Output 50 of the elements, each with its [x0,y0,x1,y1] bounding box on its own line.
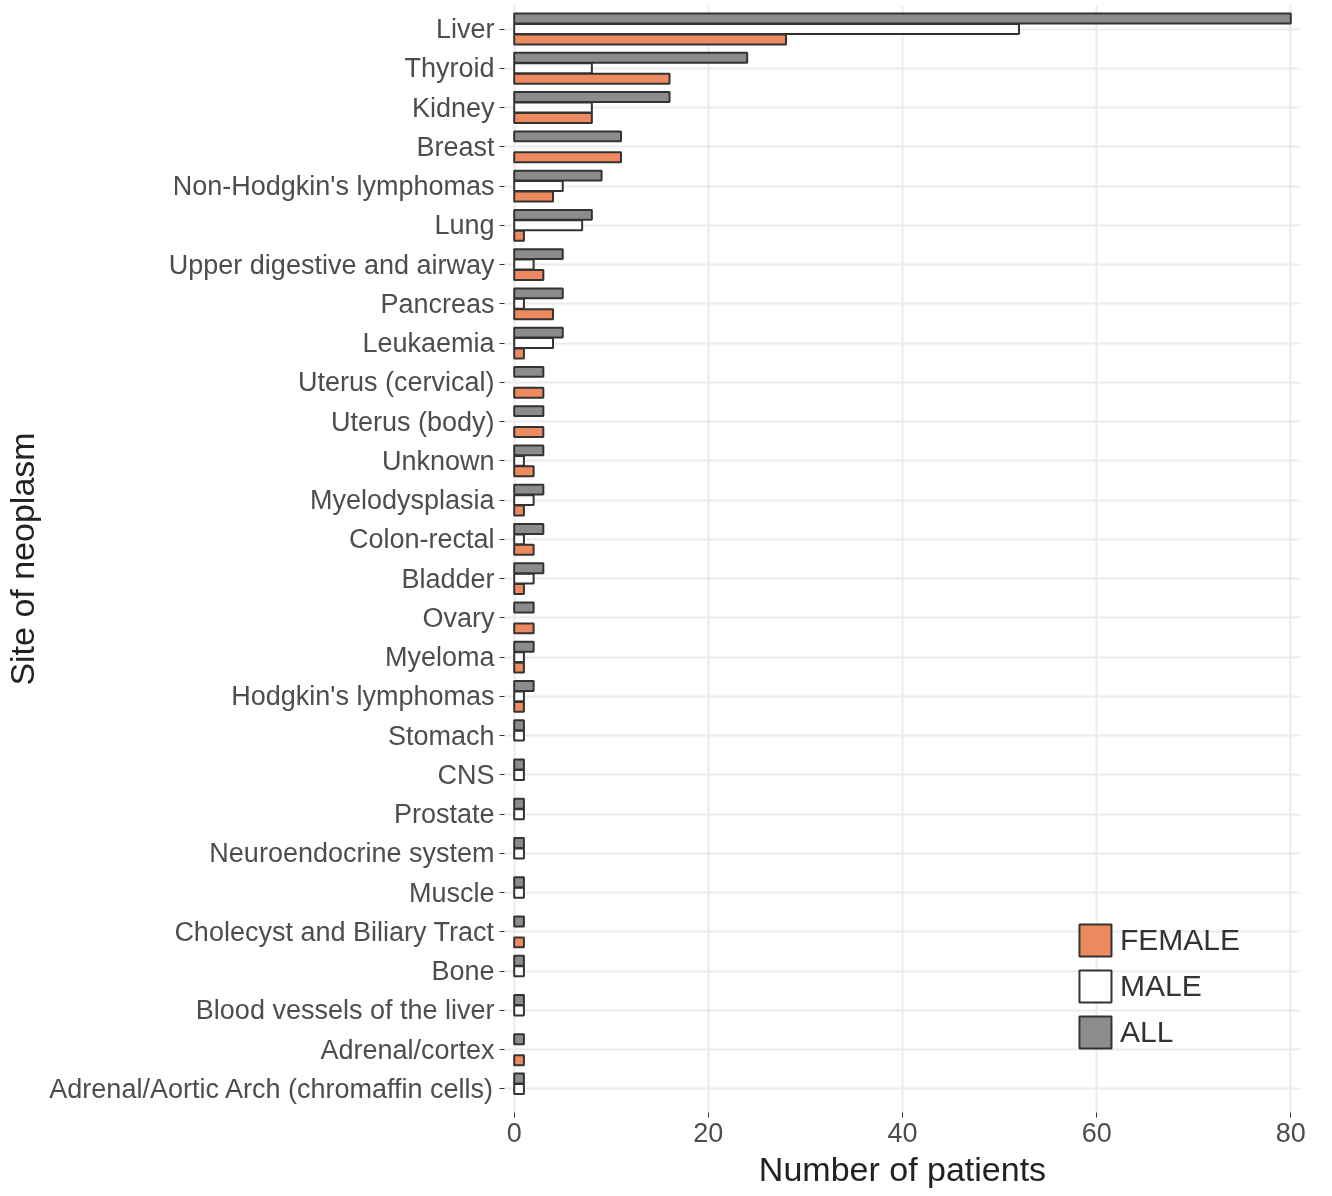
x-tick-label: 80 [1275,1117,1306,1148]
y-tick-label: Non-Hodgkin's lymphomas [172,171,495,202]
bar [513,915,525,928]
x-tick-label: 40 [887,1117,918,1148]
legend-label: ALL [1119,1015,1174,1049]
bar [513,936,525,949]
x-tick-label: 20 [693,1117,724,1148]
y-tick-label: Breast [416,131,495,162]
y-tick-label: Bone [431,956,495,987]
y-tick-label: Lung [434,210,495,241]
bar [513,601,535,614]
bar [513,622,535,635]
y-tick-label: Blood vessels of the liver [195,995,495,1026]
y-tick-label: Kidney [411,92,495,123]
bar [513,426,545,439]
x-tick-label: 60 [1081,1117,1112,1148]
y-tick-label: Adrenal/cortex [320,1034,495,1065]
y-tick-label: Ovary [422,602,495,633]
y-tick-label: Prostate [393,799,495,830]
bar [513,405,545,418]
y-tick-label: Adrenal/Aortic Arch (chromaffin cells) [49,1073,494,1104]
legend-label: MALE [1119,969,1202,1003]
y-tick-label: Cholecyst and Biliary Tract [174,916,495,947]
x-tick-label: 0 [506,1117,522,1148]
y-tick-label: Stomach [387,720,495,751]
y-tick-label: Uterus (cervical) [297,367,495,398]
y-tick-label: Bladder [401,563,495,594]
y-tick-label: Colon-rectal [348,524,495,555]
bar [513,130,622,143]
y-tick-label: Myelodysplasia [309,485,496,516]
x-axis-title: Number of patients [758,1149,1047,1188]
y-tick-label: Hodgkin's lymphomas [231,681,495,712]
legend-label: FEMALE [1119,923,1240,957]
y-tick-label: Leukaemia [362,328,496,359]
y-tick-label: Muscle [408,877,495,908]
bar [513,386,545,399]
bar [513,151,622,164]
y-tick-label: Myeloma [384,642,496,673]
y-tick-label: Neuroendocrine system [209,838,495,869]
y-tick-label: Uterus (body) [330,406,495,437]
bar [513,365,545,378]
bar [513,1033,525,1046]
y-tick-label: Thyroid [404,53,495,84]
y-tick-label: Unknown [381,445,495,476]
y-tick-label: CNS [437,759,495,790]
bar [513,1054,525,1067]
y-tick-label: Liver [435,14,495,45]
y-tick-label: Pancreas [380,288,495,319]
y-tick-label: Upper digestive and airway [168,249,495,280]
y-axis-title: Site of neoplasm [3,432,42,686]
